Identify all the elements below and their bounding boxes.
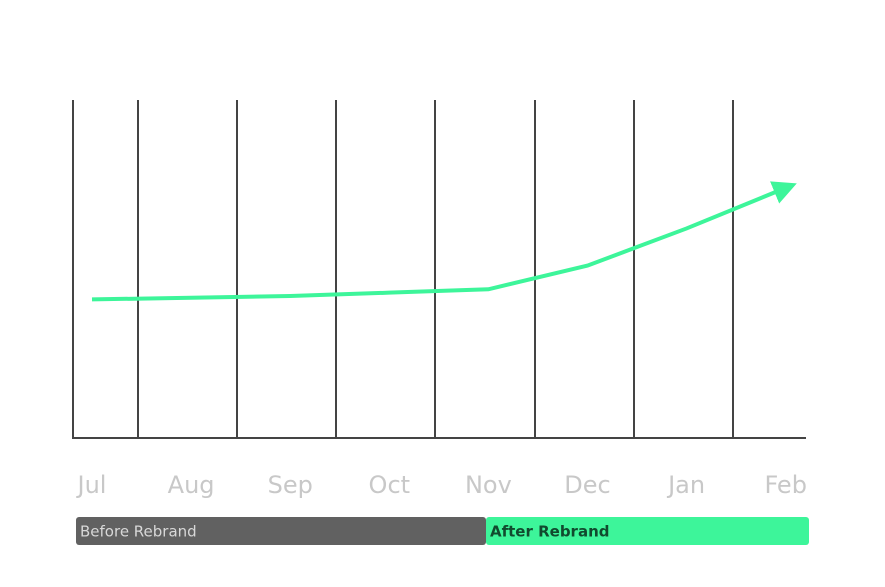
x-tick-label: Jan [666,471,705,499]
period-bar [76,517,486,545]
line [91,181,797,302]
period-bar [486,517,809,545]
x-tick-label: Nov [465,471,512,499]
x-tick-label: Aug [168,471,215,499]
period-label: After Rebrand [490,523,610,541]
grid [72,100,806,439]
x-tick-label: Oct [369,471,411,499]
x-tick-label: Feb [764,471,807,499]
period-label: Before Rebrand [80,523,197,541]
x-tick-label: Jul [76,471,107,499]
x-tick-label: Sep [268,471,313,499]
x-tick-label: Dec [564,471,610,499]
